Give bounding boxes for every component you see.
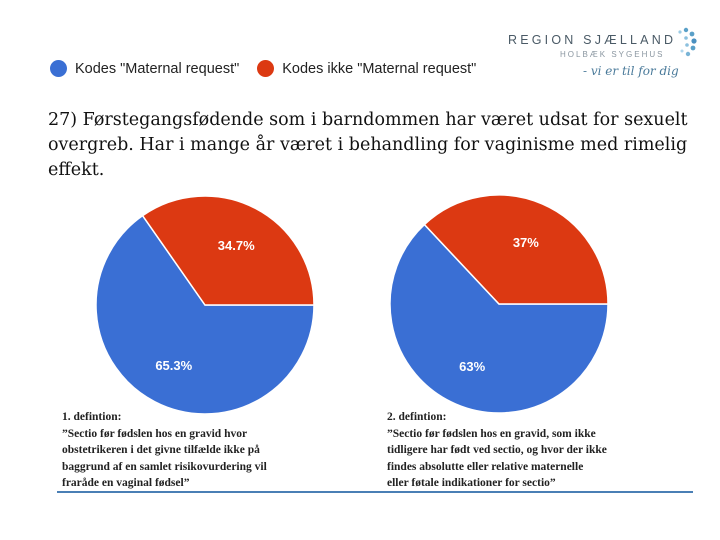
- legend-swatch-blue: [50, 60, 67, 77]
- definition-line: baggrund af en samlet risikovurdering vi…: [62, 460, 267, 473]
- legend-label: Kodes "Maternal request": [75, 60, 240, 77]
- pie-chart-definition-2: 63% 37%: [389, 194, 609, 414]
- pie-slice: [141, 195, 315, 306]
- definition-title: 1. defintion:: [62, 411, 122, 423]
- definition-line: tidligere har født ved sectio, og hvor d…: [387, 444, 607, 456]
- definition-line: obstetrikeren i det givne tilfælde ikke …: [62, 444, 260, 456]
- definition-line: eller føtale indikationer for sectio”: [387, 477, 556, 489]
- logo-subtitle: HOLBÆK SYGEHUS: [560, 50, 665, 59]
- definition-line: ”Sectio før fødslen hos en gravid hvor: [62, 427, 248, 440]
- definition-1: 1. defintion: ”Sectio før fødslen hos en…: [62, 409, 267, 492]
- pie-slice: [95, 214, 315, 415]
- legend-item-not-maternal-request: Kodes ikke "Maternal request": [257, 60, 476, 77]
- pie-slice: [389, 223, 609, 414]
- pie-slice-label: 63%: [459, 359, 485, 374]
- definition-line: ”Sectio før fødslen hos en gravid, som i…: [387, 427, 596, 440]
- logo-dots-icon: [678, 27, 697, 57]
- definition-title: 2. defintion:: [387, 411, 447, 423]
- legend-label: Kodes ikke "Maternal request": [282, 60, 477, 77]
- legend-swatch-red: [257, 60, 275, 77]
- pie-slice-label: 34.7%: [218, 238, 255, 253]
- chart-legend: Kodes "Maternal request" Kodes ikke "Mat…: [50, 60, 494, 77]
- definition-2: 2. defintion: ”Sectio før fødslen hos en…: [387, 409, 607, 492]
- pie-chart-definition-1: 65.3% 34.7%: [95, 195, 315, 415]
- region-logo: REGION SJÆLLAND HOLBÆK SYGEHUS - vi er t…: [508, 26, 708, 96]
- definition-line: fraråde en vaginal fødsel”: [62, 477, 190, 489]
- definition-line: findes absolutte eller relative maternel…: [387, 460, 584, 473]
- logo-tagline: - vi er til for dig: [583, 64, 679, 78]
- logo-name: REGION SJÆLLAND: [508, 33, 677, 47]
- pie-slice-label: 37%: [513, 235, 539, 250]
- question-text: 27) Førstegangsfødende som i barndommen …: [48, 110, 688, 180]
- divider-line: [57, 491, 693, 493]
- legend-item-maternal-request: Kodes "Maternal request": [50, 60, 239, 77]
- pie-slice-label: 65.3%: [155, 358, 192, 373]
- pie-slice: [423, 194, 609, 305]
